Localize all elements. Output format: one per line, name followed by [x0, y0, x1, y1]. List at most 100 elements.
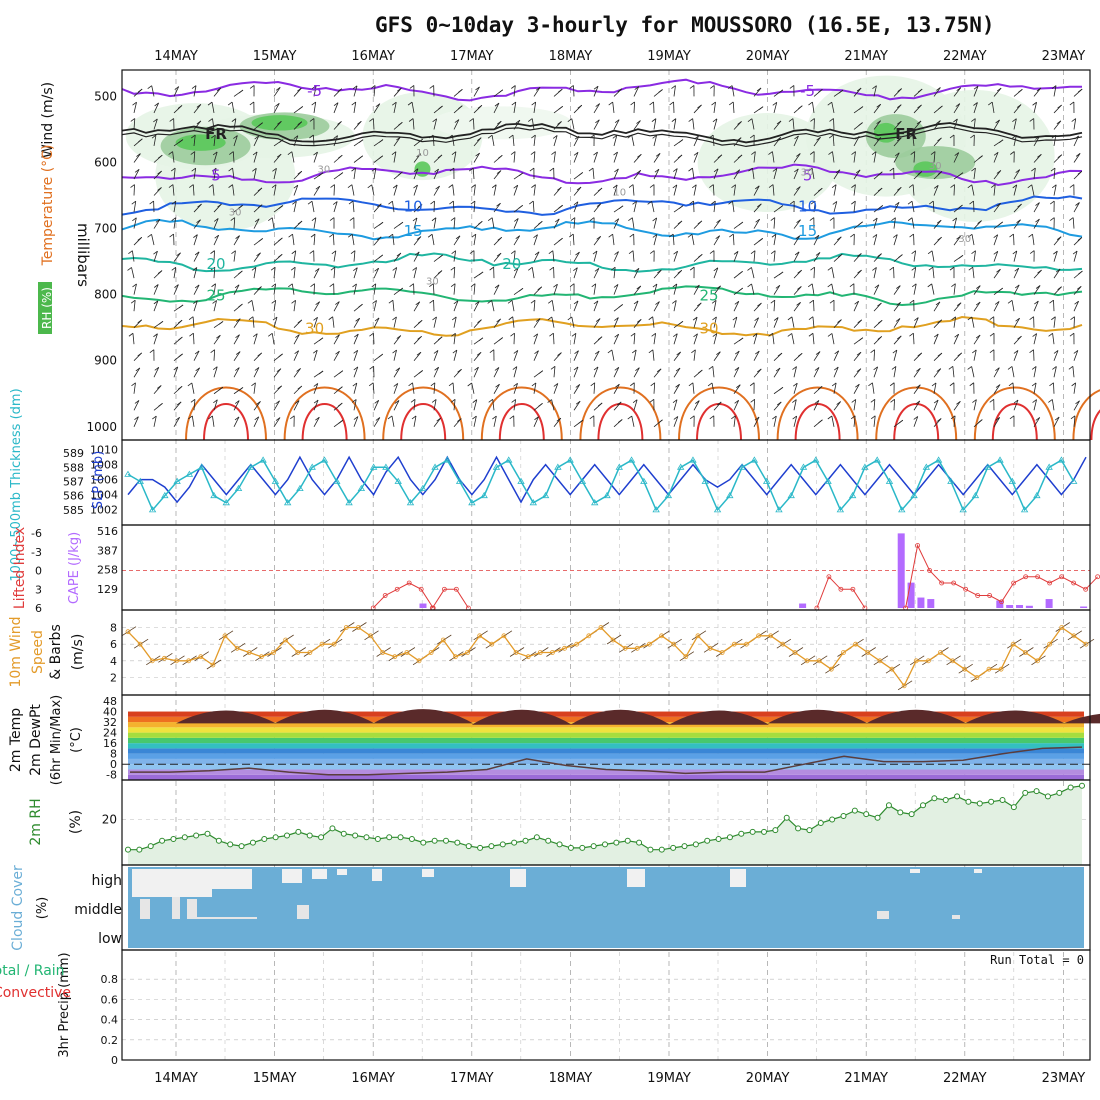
wind-barb — [1033, 202, 1040, 213]
wind-barb — [913, 333, 915, 345]
wind10-marker — [477, 633, 483, 639]
wind-barb — [293, 185, 299, 196]
lifted-marker — [382, 593, 388, 598]
top-day-label: 15MAY — [253, 49, 297, 64]
wind-barb-flag — [1071, 118, 1076, 122]
wind-barb — [853, 136, 860, 147]
wind-barb-flag — [872, 267, 877, 271]
wind-barb-flag — [254, 218, 260, 223]
thickness-marker — [861, 463, 869, 470]
thickness-marker — [934, 456, 943, 463]
rh-marker — [988, 798, 995, 805]
wind-barb-flag — [354, 333, 359, 338]
wind-barb-flag — [238, 204, 243, 209]
wind-barb — [131, 267, 135, 279]
wind-barb-flag — [872, 85, 877, 90]
wind-barb-flag — [1057, 154, 1063, 159]
wind-barb-flag — [1036, 87, 1042, 92]
wind-barb — [1053, 366, 1057, 378]
isotherm-label: 10 — [404, 197, 423, 215]
wind-barb — [1053, 382, 1055, 394]
wind-barb-flag — [154, 284, 159, 288]
wind10-marker — [695, 633, 701, 639]
wind10-marker — [780, 641, 786, 647]
thickness-marker — [836, 506, 845, 513]
wind-barb — [193, 234, 198, 246]
wind-barb-flag — [275, 417, 281, 421]
wind-barb-flag — [376, 236, 382, 241]
wind-barb — [132, 250, 135, 262]
wind-barb-flag — [1069, 101, 1075, 106]
cloud-high-bar — [974, 869, 982, 873]
panel-bg-2 — [122, 525, 1090, 610]
wind-barb-flag — [655, 301, 660, 305]
wind-barb — [893, 349, 898, 361]
wind-barb — [1053, 184, 1057, 196]
wind-barb-flag — [432, 316, 437, 321]
cape-bar — [897, 533, 905, 608]
wind-barb — [353, 318, 361, 328]
wind-barb — [551, 300, 555, 312]
wind-barb-flag — [271, 299, 276, 304]
wind-barb — [1013, 268, 1020, 279]
tmax-dome — [176, 710, 276, 724]
wind-barb-flag — [309, 250, 314, 254]
wind10-marker — [246, 650, 252, 655]
tmax-dome — [964, 710, 1065, 724]
wind-barb — [813, 201, 816, 213]
wind-barb-flag — [649, 184, 655, 188]
wind-barb — [153, 367, 160, 378]
wind-barb-flag — [1037, 269, 1042, 274]
rh-marker — [352, 832, 359, 839]
wind-barb-flag — [578, 172, 584, 176]
wind-barb-flag — [1068, 365, 1074, 370]
wind-barb — [793, 399, 797, 411]
thickness-marker — [505, 456, 513, 463]
wind-barb — [431, 234, 435, 246]
wind-barb — [571, 316, 575, 328]
wind-barb-flag — [277, 253, 283, 258]
wind-barb-flag — [415, 301, 420, 306]
rh-marker — [227, 841, 234, 848]
panel-bg-7 — [122, 950, 1090, 1060]
wind-barb — [793, 186, 801, 196]
wind-barb — [732, 234, 735, 246]
wind-barb-flag — [437, 270, 443, 274]
lifted-marker — [915, 543, 921, 548]
upper-ytick: 700 — [94, 222, 117, 236]
temp-label-1: 2m Temp — [8, 708, 24, 772]
wind-barb-flag — [896, 285, 901, 289]
temp-label-2: 2m DewPt — [28, 704, 44, 776]
wind-barb-flag — [827, 267, 833, 271]
wind-barb — [1013, 284, 1020, 295]
thickness-marker — [148, 506, 157, 513]
wind-barb-flag — [128, 250, 133, 255]
wind-barb-flag — [750, 398, 755, 403]
thickness-marker — [1008, 477, 1017, 484]
wind-barb — [173, 217, 177, 229]
wind-barb — [273, 267, 276, 279]
wind-barb-flag — [628, 250, 634, 254]
wind-barb-flag — [677, 220, 683, 225]
wind-barb-flag — [629, 233, 634, 238]
wind-barb — [913, 267, 917, 279]
wind-barb-flag — [393, 383, 399, 387]
wind-barb — [273, 87, 281, 97]
wind-barb — [713, 351, 721, 361]
wind-barb-flag — [588, 167, 594, 172]
cloud-high-bar — [627, 869, 645, 887]
temp-label-3: (6hr Min/Max) — [49, 695, 64, 785]
cloud-mid-bar — [297, 905, 309, 919]
wind-barb-flag — [597, 402, 603, 407]
wind-barb-flag — [737, 121, 742, 125]
rh-marker — [692, 841, 699, 848]
wind-barb — [973, 118, 976, 130]
wind-barb-flag — [747, 118, 753, 122]
wind-barb — [673, 184, 678, 196]
wind-barb — [811, 283, 815, 295]
wind-barb — [432, 134, 435, 147]
wind-barb — [713, 101, 716, 114]
wind-barb — [233, 217, 236, 229]
wind-barb — [273, 400, 280, 411]
wind-barb-flag — [995, 119, 1000, 124]
